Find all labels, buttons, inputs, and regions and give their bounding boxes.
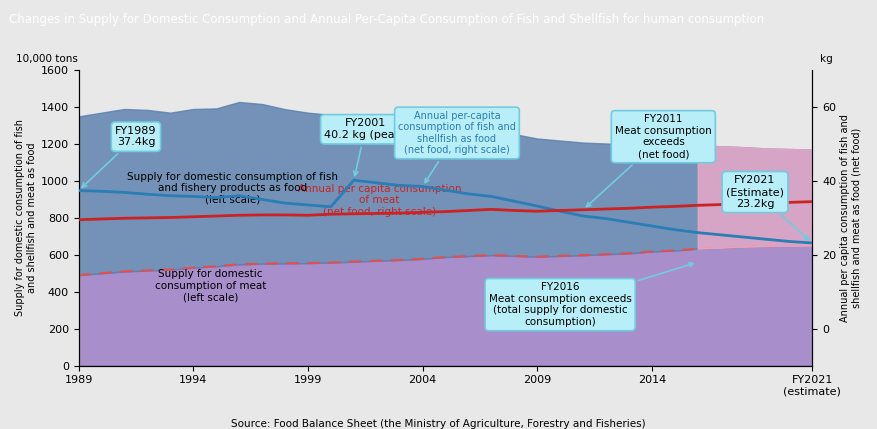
Text: kg: kg bbox=[820, 54, 832, 64]
Text: Annual per-capita
consumption of fish and
shellfish as food
(net food, right sca: Annual per-capita consumption of fish an… bbox=[398, 111, 516, 183]
Text: FY2011
Meat consumption
exceeds
(net food): FY2011 Meat consumption exceeds (net foo… bbox=[587, 114, 712, 207]
Text: 10,000 tons: 10,000 tons bbox=[17, 54, 78, 64]
Y-axis label: Annual per capita consumption of fish and
shellfish and meat as food (net food): Annual per capita consumption of fish an… bbox=[840, 114, 862, 322]
Text: Supply for domestic consumption of fish
and fishery products as food
(left scale: Supply for domestic consumption of fish … bbox=[127, 172, 339, 205]
Text: Source: Food Balance Sheet (the Ministry of Agriculture, Forestry and Fisheries): Source: Food Balance Sheet (the Ministry… bbox=[232, 419, 645, 429]
Text: Changes in Supply for Domestic Consumption and Annual Per-Capita Consumption of : Changes in Supply for Domestic Consumpti… bbox=[9, 13, 764, 26]
Y-axis label: Supply for domestic consumption of fish
and shellfish and meat as food: Supply for domestic consumption of fish … bbox=[15, 119, 37, 316]
Text: FY1989
37.4kg: FY1989 37.4kg bbox=[82, 126, 157, 187]
Text: Annual per capita consumption
of meat
(net food, right scale): Annual per capita consumption of meat (n… bbox=[297, 184, 461, 217]
Text: FY2016
Meat consumption exceeds
(total supply for domestic
consumption): FY2016 Meat consumption exceeds (total s… bbox=[488, 263, 694, 327]
Text: FY2021
(Estimate)
23.2kg: FY2021 (Estimate) 23.2kg bbox=[726, 175, 809, 240]
Text: FY2001
40.2 kg (peak): FY2001 40.2 kg (peak) bbox=[324, 118, 406, 176]
Text: Supply for domestic
consumption of meat
(left scale): Supply for domestic consumption of meat … bbox=[155, 269, 267, 302]
